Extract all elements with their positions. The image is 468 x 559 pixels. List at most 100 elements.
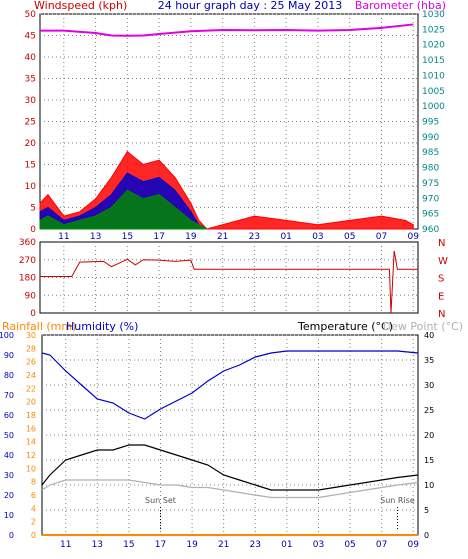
temperature-tick-label: 5 <box>424 506 429 515</box>
rainfall-tick-label: 14 <box>26 438 36 447</box>
temp-time-label: 09 <box>408 540 420 550</box>
rainfall-tick-label: 18 <box>26 411 36 420</box>
windspeed-tick-label: 30 <box>25 96 37 106</box>
humidity-tick-label: 100 <box>0 331 14 340</box>
dew-point-axis-label: Dew Point (°C) <box>383 320 463 333</box>
humidity-tick-label: 40 <box>4 451 14 460</box>
barometer-tick-label: 1015 <box>422 56 445 66</box>
windspeed-tick-label: 50 <box>25 10 37 20</box>
wind-time-label: 15 <box>122 232 133 242</box>
windspeed-tick-label: 45 <box>25 32 36 42</box>
windspeed-tick-label: 5 <box>30 204 36 214</box>
windspeed-tick-label: 20 <box>25 139 37 149</box>
wind-time-ticks: 11 13 15 17 19 21 23 01 03 05 07 09 <box>58 232 419 242</box>
temp-time-label: 13 <box>92 540 103 550</box>
windspeed-axis-label: Windspeed (kph) <box>34 0 127 12</box>
humidity-ticks: 0 10 20 30 40 50 60 70 80 90 100 <box>0 331 14 540</box>
rainfall-tick-label: 2 <box>31 518 36 527</box>
wind-time-label: 17 <box>153 232 164 242</box>
wind-time-label: 19 <box>185 232 197 242</box>
direction-marks <box>40 250 418 314</box>
direction-tick-label: 360 <box>19 238 36 248</box>
temp-time-label: 11 <box>60 540 71 550</box>
rainfall-tick-label: 10 <box>26 464 36 473</box>
rainfall-tick-label: 8 <box>31 478 36 487</box>
humidity-axis-label: Humidity (%) <box>66 320 138 333</box>
wind-time-label: 01 <box>280 232 291 242</box>
barometer-tick-label: 1000 <box>422 102 445 112</box>
windspeed-tick-label: 15 <box>25 161 36 171</box>
temp-time-label: 05 <box>344 540 355 550</box>
humidity-line <box>41 350 419 420</box>
compass-letter: W <box>438 256 448 267</box>
temp-time-label: 19 <box>186 540 198 550</box>
rainfall-tick-label: 22 <box>26 384 36 393</box>
rainfall-tick-label: 28 <box>26 344 36 353</box>
dew-point-line <box>41 479 419 499</box>
barometer-tick-label: 975 <box>422 179 439 189</box>
rainfall-tick-label: 20 <box>26 398 36 407</box>
barometer-tick-label: 1005 <box>422 87 445 97</box>
temp-time-label: 15 <box>123 540 134 550</box>
humidity-tick-label: 50 <box>4 431 14 440</box>
barometer-tick-label: 1020 <box>422 41 445 51</box>
barometer-tick-label: 1010 <box>422 71 445 81</box>
windspeed-tick-label: 40 <box>25 53 37 63</box>
compass-letter: N <box>438 309 445 320</box>
barometer-tick-label: 985 <box>422 148 439 158</box>
wind-low-area <box>39 189 208 230</box>
windspeed-tick-label: 35 <box>25 75 36 85</box>
rainfall-tick-label: 30 <box>26 331 36 340</box>
wind-time-label: 13 <box>90 232 101 242</box>
windspeed-tick-label: 25 <box>25 118 36 128</box>
sun-marker-label: Sun Set <box>145 496 176 505</box>
direction-tick-label: 270 <box>19 256 36 266</box>
temperature-tick-label: 10 <box>424 481 434 490</box>
windspeed-tick-label: 0 <box>30 225 36 235</box>
rainfall-tick-label: 26 <box>26 358 36 367</box>
barometer-tick-label: 965 <box>422 210 439 220</box>
temp-time-label: 21 <box>218 540 229 550</box>
barometer-tick-label: 970 <box>422 194 439 204</box>
temp-marks: Sun Set Sun Rise <box>41 350 419 536</box>
rainfall-tick-label: 4 <box>31 504 36 513</box>
temperature-line <box>41 444 419 491</box>
barometer-ticks: 960 965 970 975 980 985 990 995 1000 1005 1010 1015… <box>422 10 445 235</box>
wind-time-label: 03 <box>312 232 323 242</box>
barometer-tick-label: 995 <box>422 118 439 128</box>
humidity-tick-label: 80 <box>4 371 14 380</box>
rainfall-tick-label: 24 <box>26 371 36 380</box>
temperature-tick-label: 25 <box>424 406 434 415</box>
rainfall-tick-label: 16 <box>26 424 36 433</box>
temperature-tick-label: 20 <box>424 431 434 440</box>
windspeed-tick-label: 10 <box>25 182 37 192</box>
temp-grid <box>42 334 418 535</box>
temp-time-label: 07 <box>376 540 387 550</box>
humidity-tick-label: 70 <box>4 391 14 400</box>
barometer-axis-label: Barometer (hba) <box>355 0 446 12</box>
temperature-tick-label: 30 <box>424 381 434 390</box>
wind-time-label: 21 <box>217 232 228 242</box>
temp-time-label: 17 <box>155 540 166 550</box>
rainfall-tick-label: 0 <box>31 531 36 540</box>
rainfall-tick-label: 6 <box>31 491 36 500</box>
windspeed-ticks: 0 5 10 15 20 25 30 35 40 45 50 <box>25 10 37 235</box>
humidity-tick-label: 10 <box>4 511 14 520</box>
barometer-tick-label: 960 <box>422 225 439 235</box>
temperature-tick-label: 0 <box>424 531 429 540</box>
rainfall-axis-label: Rainfall (mm) <box>2 320 76 333</box>
direction-plot-frame <box>39 241 419 314</box>
direction-ticks: 0 90 180 270 360 <box>19 238 36 319</box>
compass-letter: N <box>438 238 445 249</box>
graph-title: 24 hour graph day : 25 May 2013 <box>158 0 343 12</box>
temperature-ticks: 0 5 10 15 20 25 30 35 40 <box>424 331 434 540</box>
wind-marks <box>39 23 414 230</box>
humidity-tick-label: 0 <box>9 531 14 540</box>
direction-tick-label: 180 <box>19 274 36 284</box>
barometer-tick-label: 1025 <box>422 25 445 35</box>
temp-time-label: 01 <box>281 540 292 550</box>
sun-marker-label: Sun Rise <box>380 496 415 505</box>
temperature-tick-label: 40 <box>424 331 434 340</box>
